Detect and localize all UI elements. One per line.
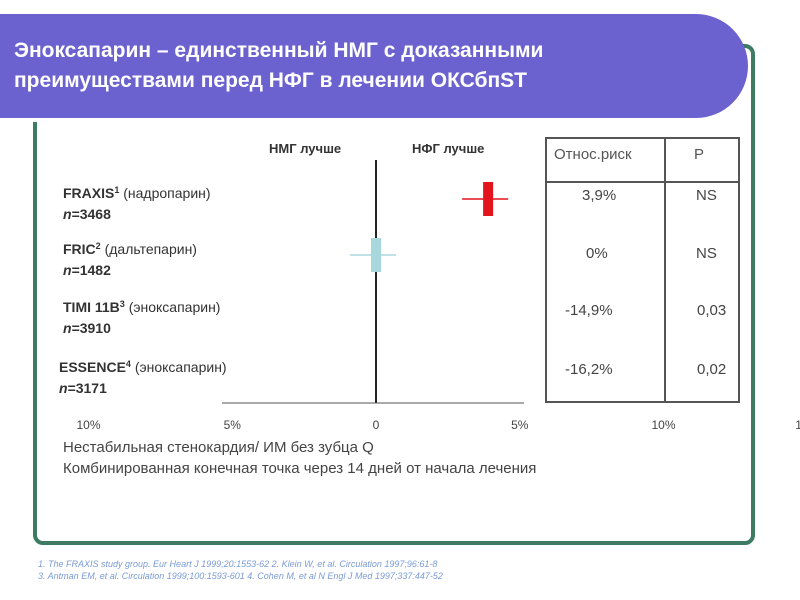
reference-line-1: 1. The FRAXIS study group. Eur Heart J 1… — [38, 559, 438, 569]
study-drug: (эноксапарин) — [134, 359, 227, 375]
study-drug: (дальтепарин) — [104, 241, 197, 257]
x-tick-label: 15% — [795, 418, 800, 432]
rel-risk-fraxis: 3,9% — [582, 187, 617, 204]
study-ref: 3 — [119, 299, 125, 309]
study-drug: (эноксапарин) — [128, 299, 221, 315]
p-timi: 0,03 — [697, 302, 727, 319]
left-header: НМГ лучше — [269, 141, 342, 156]
p-fric: NS — [696, 245, 717, 262]
x-tick-label: 5% — [511, 418, 529, 432]
effect-marker — [483, 182, 494, 216]
study-label-fraxis: FRAXIS1 (надропарин) n=3468 — [63, 184, 211, 224]
reference-line-2: 3. Antman EM, et al. Circulation 1999;10… — [38, 571, 443, 581]
table-header-p: P — [694, 146, 705, 163]
study-label-essence: ESSENCE4 (эноксапарин) n=3171 — [59, 358, 227, 398]
study-ref: 2 — [95, 241, 101, 251]
study-n-value: =3910 — [71, 320, 111, 336]
study-n-value: =3468 — [71, 206, 111, 222]
content-card — [33, 44, 755, 545]
study-n-value: =3171 — [67, 380, 107, 396]
study-name: TIMI 11B — [63, 299, 120, 315]
study-n-value: =1482 — [71, 262, 111, 278]
study-label-fric: FRIC2 (дальтепарин) n=1482 — [63, 240, 197, 280]
study-name: FRIC — [63, 241, 96, 257]
study-n-label: n — [63, 320, 72, 336]
study-name: FRAXIS — [63, 185, 115, 201]
study-n-label: n — [63, 206, 72, 222]
study-ref: 1 — [114, 185, 120, 195]
study-name: ESSENCE — [59, 359, 126, 375]
study-n-label: n — [63, 262, 72, 278]
study-ref: 4 — [125, 359, 131, 369]
slide-title: Эноксапарин – единственный НМГ с доказан… — [14, 36, 714, 96]
table-header-divider — [547, 181, 738, 183]
effect-marker — [371, 238, 381, 272]
rel-risk-essence: -16,2% — [565, 361, 613, 378]
x-tick-label: 10% — [651, 418, 675, 432]
p-fraxis: NS — [696, 187, 717, 204]
results-table — [545, 137, 740, 403]
banner-underline — [0, 118, 705, 122]
x-tick-label: 0 — [373, 418, 380, 432]
study-label-timi: TIMI 11B3 (эноксапарин) n=3910 — [63, 298, 220, 338]
rel-risk-fric: 0% — [586, 245, 608, 262]
rel-risk-timi: -14,9% — [565, 302, 613, 319]
table-column-divider — [664, 139, 666, 401]
title-line-1: Эноксапарин – единственный НМГ с доказан… — [14, 39, 544, 62]
note-line-2: Комбинированная конечная точка через 14 … — [63, 460, 537, 477]
p-essence: 0,02 — [697, 361, 727, 378]
table-header-rel-risk: Относ.риск — [554, 146, 632, 163]
study-drug: (надропарин) — [123, 185, 211, 201]
title-banner: Эноксапарин – единственный НМГ с доказан… — [0, 14, 748, 122]
study-n-label: n — [59, 380, 68, 396]
x-tick-label: 10% — [76, 418, 100, 432]
right-header: НФГ лучше — [412, 141, 485, 156]
x-tick-label: 5% — [224, 418, 242, 432]
title-line-2: преимуществами перед НФГ в лечении ОКСбп… — [14, 69, 528, 92]
note-line-1: Нестабильная стенокардия/ ИМ без зубца Q — [63, 439, 374, 456]
